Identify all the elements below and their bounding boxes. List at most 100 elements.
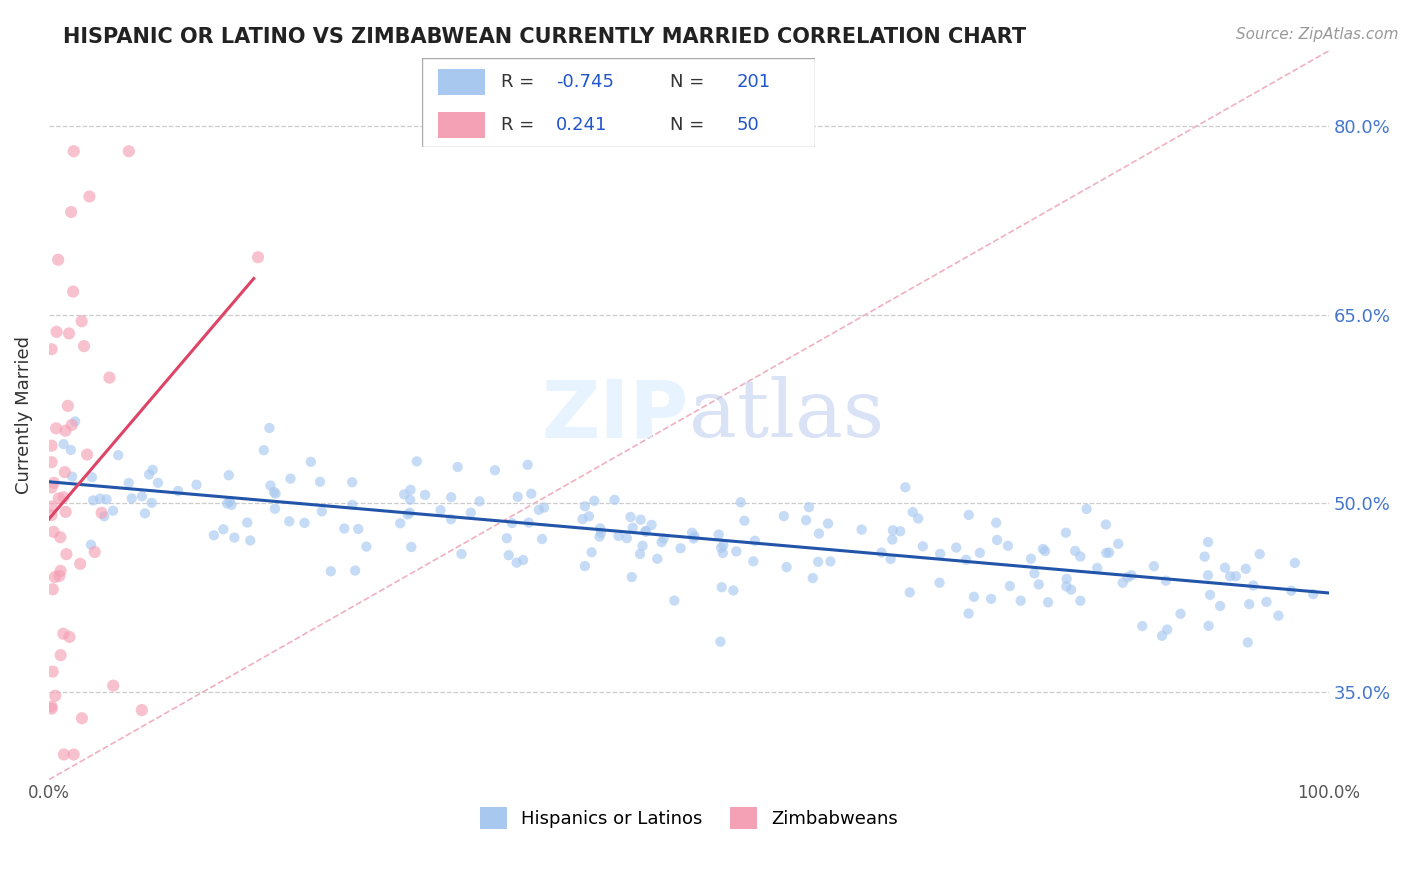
Point (118, 145, 141, 159)
Point (202, 528, 225, 542)
Point (898, 585, 921, 599)
Point (807, 555, 830, 569)
Point (59, 442, 82, 457)
Point (58, 630, 80, 644)
Point (398, 506, 420, 520)
Point (259, 478, 281, 492)
Point (62, 285, 84, 299)
Point (309, 475, 332, 489)
Point (1198, 619, 1220, 633)
Point (945, 541, 967, 555)
Point (801, 571, 824, 585)
Point (683, 529, 706, 543)
Point (723, 583, 745, 598)
Point (621, 521, 644, 535)
Point (634, 524, 657, 538)
Point (517, 516, 540, 530)
Point (1239, 597, 1261, 611)
Point (45, 421, 67, 435)
Point (41, 699, 63, 714)
Point (103, 679, 125, 693)
Point (901, 505, 924, 519)
Point (1069, 549, 1091, 564)
Point (652, 532, 675, 546)
Point (619, 510, 641, 524)
Point (62, 747, 84, 762)
Point (131, 489, 153, 503)
Point (682, 532, 704, 546)
Point (574, 559, 596, 574)
Point (640, 517, 662, 532)
Point (1056, 572, 1078, 586)
Point (131, 703, 153, 717)
Point (1194, 549, 1216, 564)
Point (56, 399, 79, 413)
Point (280, 472, 302, 486)
Point (389, 516, 412, 531)
Point (70, 314, 93, 328)
Point (581, 545, 603, 559)
Point (76, 448, 98, 462)
Point (957, 508, 980, 522)
Point (980, 591, 1002, 606)
Point (651, 535, 673, 549)
Point (42, 582, 65, 597)
Text: N =: N = (669, 116, 710, 134)
Point (531, 532, 554, 546)
Point (1267, 608, 1289, 623)
Point (1241, 578, 1264, 592)
Point (450, 547, 472, 561)
Point (1107, 537, 1129, 551)
Point (969, 546, 991, 560)
Point (1098, 545, 1121, 559)
Point (468, 494, 491, 508)
Point (405, 454, 427, 468)
Point (41, 342, 63, 356)
Point (45, 325, 67, 339)
Point (80, 538, 103, 552)
Point (259, 421, 281, 435)
Point (634, 524, 657, 539)
Point (221, 498, 243, 512)
Point (82, 493, 104, 508)
Point (299, 455, 322, 469)
Point (794, 513, 817, 527)
Point (90, 506, 112, 520)
Point (527, 503, 550, 517)
Point (1213, 560, 1236, 574)
Point (42, 524, 65, 539)
Point (70, 711, 93, 725)
Point (440, 512, 463, 526)
Point (319, 564, 342, 578)
Point (236, 516, 259, 530)
Point (41, 665, 63, 679)
Point (46, 252, 69, 267)
Point (41, 455, 63, 469)
Point (589, 525, 612, 540)
Point (1225, 569, 1247, 583)
Point (52, 490, 75, 504)
Point (239, 533, 262, 548)
Point (986, 533, 1008, 547)
Point (44, 570, 66, 584)
Point (55, 424, 77, 438)
Point (607, 529, 630, 543)
Point (41, 508, 63, 522)
Point (146, 475, 169, 490)
Point (929, 547, 952, 561)
Point (141, 496, 163, 510)
Point (817, 516, 839, 531)
Point (630, 513, 652, 527)
Point (218, 468, 240, 483)
Point (399, 492, 422, 507)
Point (879, 552, 901, 566)
Point (60, 417, 83, 432)
Point (1130, 619, 1153, 633)
Point (49, 648, 72, 662)
Point (98, 370, 121, 384)
Point (63, 414, 86, 428)
Point (1064, 544, 1087, 558)
Point (505, 556, 527, 570)
Point (1249, 547, 1271, 561)
Point (772, 509, 794, 524)
